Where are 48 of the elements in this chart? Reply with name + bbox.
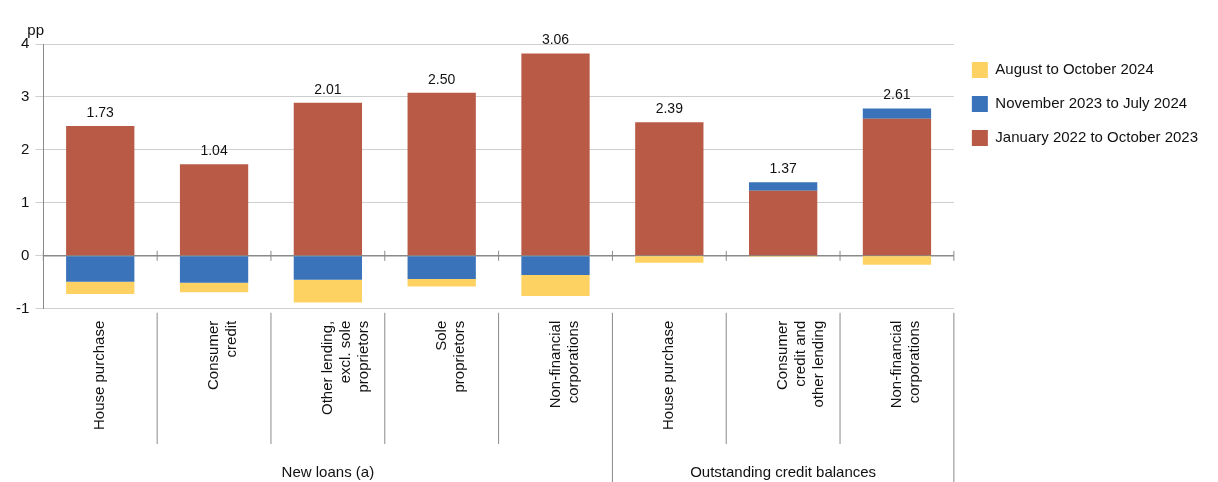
x-tick-label: Consumer credit and other lending: [773, 320, 827, 408]
bar: [179, 282, 249, 293]
bar: [862, 118, 932, 256]
total-label: 2.61: [883, 86, 911, 103]
bar: [293, 102, 363, 256]
bar: [635, 256, 704, 263]
total-label: 2.01: [314, 80, 342, 97]
y-tick-label: 0: [20, 245, 30, 263]
bar: [862, 108, 932, 119]
bar: [293, 256, 363, 280]
total-label: 1.73: [86, 103, 115, 120]
text: New loans (a): [281, 462, 375, 480]
total-label: 2.39: [655, 100, 684, 117]
bar: [635, 122, 704, 256]
legend-label: November 2023 to July 2024: [995, 94, 1188, 112]
bar: [179, 164, 249, 256]
bar: [293, 279, 363, 303]
total-label: 1.37: [769, 160, 797, 177]
text: Outstanding credit balances: [690, 462, 877, 480]
bar: [407, 92, 476, 256]
x-tick-label: House purchase: [90, 320, 108, 430]
y-tick-label: 3: [20, 87, 30, 105]
bar: [66, 126, 135, 256]
total-label: 2.50: [428, 70, 456, 87]
total-label: 3.06: [541, 31, 570, 48]
total-label: 1.04: [200, 142, 228, 159]
bar: [179, 256, 249, 283]
x-tick-label: Sole proprietors: [431, 320, 467, 393]
y-axis-title: pp: [27, 20, 45, 38]
y-tick-label: 1: [20, 193, 30, 210]
x-tick-label: Consumer credit: [204, 319, 240, 390]
x-tick-label: Other lending, excl. sole proprietors: [318, 320, 372, 415]
y-tick-label: 2: [20, 140, 30, 158]
y-tick-label: -1: [15, 298, 30, 316]
bar: [66, 281, 135, 294]
bar: [521, 256, 590, 275]
bar: [66, 256, 135, 282]
bar: [407, 279, 476, 287]
legend-label: August to October 2024: [995, 60, 1154, 78]
bar: [521, 53, 590, 256]
bar: [748, 182, 818, 191]
bar: [407, 256, 476, 280]
bar: [862, 256, 932, 265]
x-tick-label: House purchase: [659, 320, 677, 430]
bar: [521, 274, 590, 297]
bar: [748, 190, 818, 256]
legend-label: January 2022 to October 2023: [995, 128, 1198, 146]
x-tick-label: Non-financial corporations: [545, 320, 581, 409]
